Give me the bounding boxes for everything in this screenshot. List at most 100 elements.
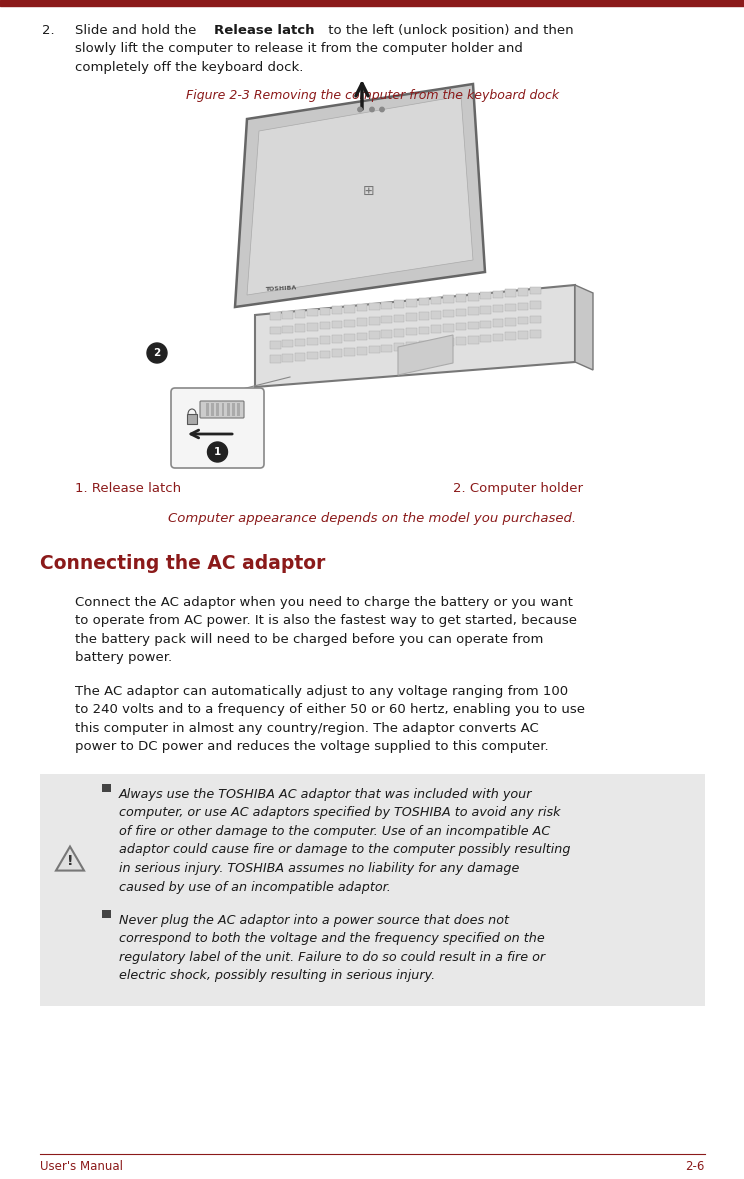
Text: Release latch: Release latch <box>214 24 315 37</box>
Circle shape <box>358 107 362 112</box>
Text: Connecting the AC adaptor: Connecting the AC adaptor <box>40 554 325 573</box>
Bar <box>211 403 214 416</box>
Bar <box>344 305 355 312</box>
Text: battery power.: battery power. <box>75 652 172 665</box>
Bar <box>431 340 441 347</box>
Polygon shape <box>255 285 575 387</box>
Bar <box>40 773 705 1006</box>
Polygon shape <box>247 95 473 295</box>
Bar <box>382 302 392 309</box>
Bar <box>344 334 355 342</box>
Text: 2-6: 2-6 <box>686 1159 705 1172</box>
Bar <box>530 286 540 295</box>
Bar <box>530 316 540 323</box>
Bar <box>394 301 404 308</box>
Bar <box>481 292 491 299</box>
Bar <box>505 304 516 311</box>
Bar <box>518 317 528 324</box>
Text: to 240 volts and to a frequency of either 50 or 60 hertz, enabling you to use: to 240 volts and to a frequency of eithe… <box>75 704 585 717</box>
Text: caused by use of an incompatible adaptor.: caused by use of an incompatible adaptor… <box>119 881 391 894</box>
Bar <box>493 305 504 312</box>
Bar <box>530 302 540 309</box>
Text: adaptor could cause fire or damage to the computer possibly resulting: adaptor could cause fire or damage to th… <box>119 843 571 856</box>
Bar <box>206 403 209 416</box>
Bar <box>468 294 478 301</box>
Bar <box>270 356 280 363</box>
Text: 1. Release latch: 1. Release latch <box>75 482 181 495</box>
Text: TOSHIBA: TOSHIBA <box>265 285 297 292</box>
Polygon shape <box>398 335 453 375</box>
Bar <box>295 338 305 347</box>
Bar <box>493 291 504 298</box>
Bar <box>431 325 441 332</box>
Bar <box>481 321 491 328</box>
Text: this computer in almost any country/region. The adaptor converts AC: this computer in almost any country/regi… <box>75 722 539 735</box>
Bar <box>481 335 491 342</box>
Bar <box>406 314 417 321</box>
Text: electric shock, possibly resulting in serious injury.: electric shock, possibly resulting in se… <box>119 969 435 982</box>
Bar <box>344 348 355 356</box>
Bar <box>283 311 293 318</box>
Bar <box>237 403 240 416</box>
Circle shape <box>379 107 384 112</box>
Bar <box>493 320 504 327</box>
Bar <box>332 349 342 357</box>
Bar <box>232 403 235 416</box>
Bar <box>102 910 111 918</box>
Bar <box>394 315 404 322</box>
Bar <box>468 336 478 343</box>
Bar <box>307 309 318 316</box>
Text: Slide and hold the: Slide and hold the <box>75 24 201 37</box>
FancyBboxPatch shape <box>200 401 244 419</box>
Bar <box>319 308 330 315</box>
Bar <box>443 338 454 345</box>
Bar <box>217 403 219 416</box>
Circle shape <box>208 442 228 462</box>
Text: to operate from AC power. It is also the fastest way to get started, because: to operate from AC power. It is also the… <box>75 614 577 627</box>
Bar <box>505 332 516 340</box>
Bar <box>319 336 330 344</box>
Bar <box>530 330 540 337</box>
Bar <box>270 341 280 349</box>
Bar <box>456 295 466 302</box>
Bar <box>419 312 429 320</box>
Text: Computer appearance depends on the model you purchased.: Computer appearance depends on the model… <box>168 512 577 525</box>
Bar <box>307 337 318 345</box>
Bar <box>456 337 466 344</box>
Bar <box>406 342 417 350</box>
Bar <box>419 341 429 349</box>
Text: to the left (unlock position) and then: to the left (unlock position) and then <box>324 24 574 37</box>
Bar <box>431 311 441 318</box>
Bar <box>394 329 404 336</box>
Bar <box>356 318 368 325</box>
Bar <box>307 351 318 360</box>
Bar <box>369 303 379 310</box>
Bar <box>406 299 417 307</box>
Text: !: ! <box>67 854 73 868</box>
Bar <box>394 343 404 351</box>
Bar <box>307 323 318 330</box>
Text: User's Manual: User's Manual <box>40 1159 123 1172</box>
Polygon shape <box>235 84 485 307</box>
Bar <box>406 328 417 335</box>
Text: Never plug the AC adaptor into a power source that does not: Never plug the AC adaptor into a power s… <box>119 914 509 927</box>
Bar <box>295 310 305 317</box>
Text: slowly lift the computer to release it from the computer holder and: slowly lift the computer to release it f… <box>75 42 523 55</box>
FancyBboxPatch shape <box>171 388 264 468</box>
Bar <box>332 307 342 314</box>
Circle shape <box>147 343 167 363</box>
Text: 2.: 2. <box>42 24 54 37</box>
Bar <box>369 317 379 324</box>
Bar <box>518 288 528 296</box>
Text: 1: 1 <box>214 447 221 457</box>
Text: completely off the keyboard dock.: completely off the keyboard dock. <box>75 61 304 74</box>
Bar <box>283 325 293 334</box>
Bar <box>493 334 504 341</box>
Bar <box>369 331 379 338</box>
Text: Connect the AC adaptor when you need to charge the battery or you want: Connect the AC adaptor when you need to … <box>75 597 573 610</box>
Bar <box>270 312 280 320</box>
Text: ⊞: ⊞ <box>363 184 375 198</box>
Text: 2. Computer holder: 2. Computer holder <box>452 482 583 495</box>
Bar <box>295 353 305 361</box>
Bar <box>456 309 466 316</box>
